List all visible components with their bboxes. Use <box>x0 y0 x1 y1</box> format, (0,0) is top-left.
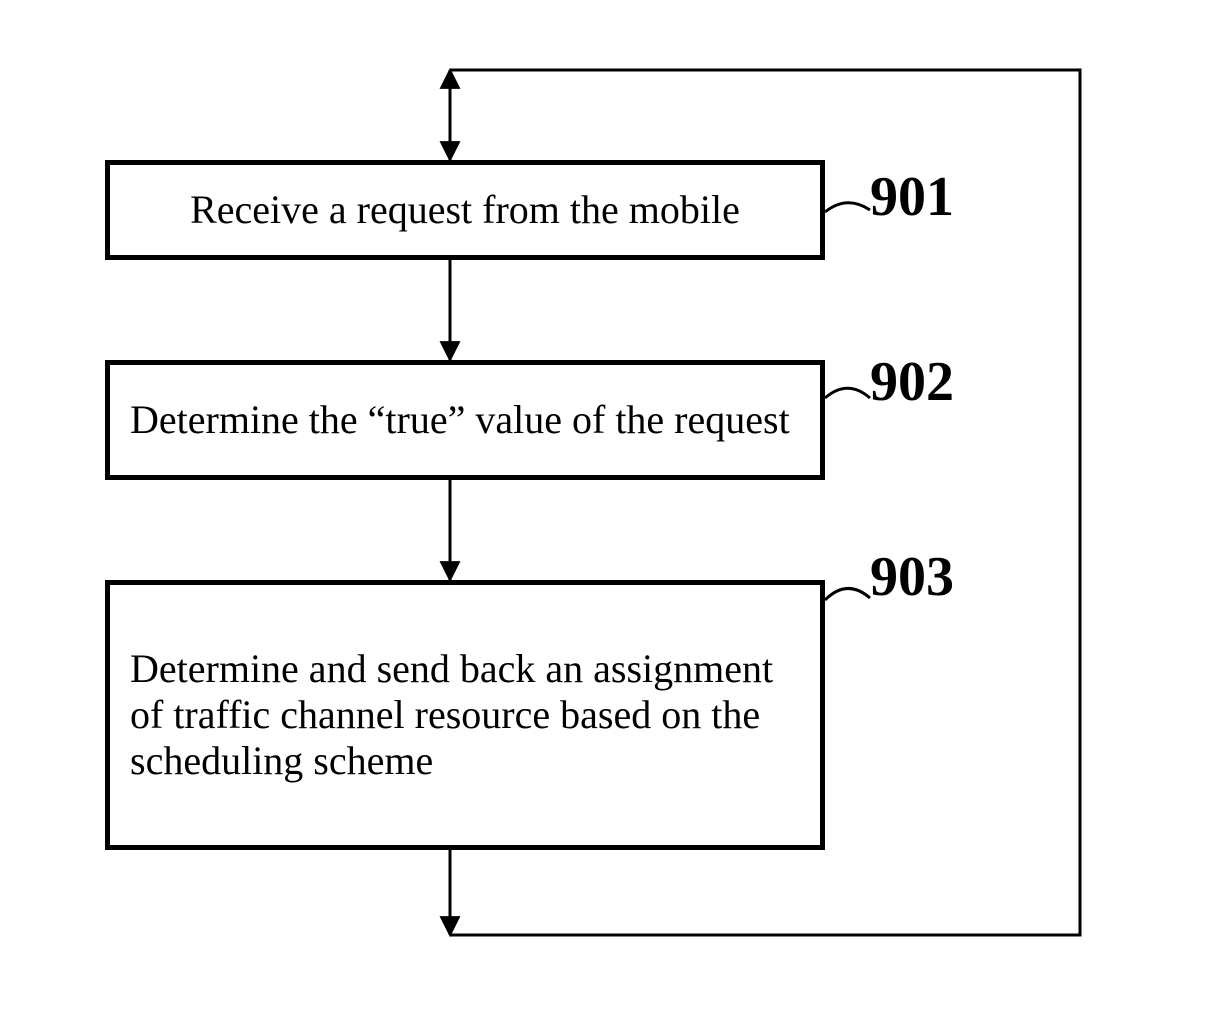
diagram-canvas: Receive a request from the mobile 901 De… <box>0 0 1229 1029</box>
label-connector <box>825 588 870 600</box>
flow-step-901-text: Receive a request from the mobile <box>130 187 800 233</box>
label-connector <box>825 203 870 212</box>
arrows-layer <box>0 0 1229 1029</box>
ref-label-901: 901 <box>870 165 954 229</box>
flow-step-903: Determine and send back an assignment of… <box>105 580 825 850</box>
ref-label-902: 902 <box>870 350 954 414</box>
label-connector <box>825 388 870 398</box>
flow-step-902-text: Determine the “true” value of the reques… <box>130 397 800 443</box>
flow-step-903-text: Determine and send back an assignment of… <box>130 646 800 784</box>
flow-step-901: Receive a request from the mobile <box>105 160 825 260</box>
flow-step-902: Determine the “true” value of the reques… <box>105 360 825 480</box>
ref-label-903: 903 <box>870 545 954 609</box>
